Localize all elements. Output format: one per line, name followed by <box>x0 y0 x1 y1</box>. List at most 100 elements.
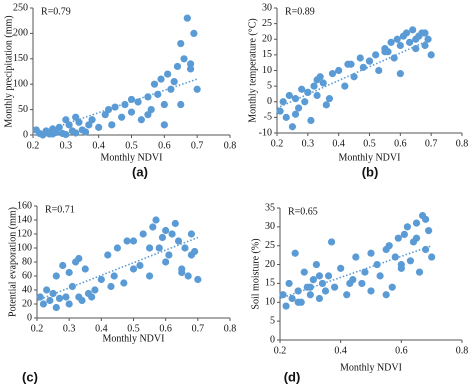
point <box>365 57 374 65</box>
point <box>123 237 131 245</box>
point <box>164 70 172 78</box>
point <box>422 215 430 223</box>
point <box>118 113 126 121</box>
point <box>415 268 424 276</box>
point <box>187 65 195 73</box>
point <box>177 100 185 109</box>
point <box>424 35 432 43</box>
point <box>144 111 152 119</box>
x-tick-label: 0.6 <box>395 345 408 356</box>
point <box>171 219 179 228</box>
point <box>421 29 429 37</box>
point <box>350 73 358 81</box>
point <box>346 279 354 288</box>
point <box>405 38 414 46</box>
x-tick-label: 0.3 <box>63 323 76 334</box>
point <box>68 282 76 291</box>
point <box>294 287 302 295</box>
point <box>291 95 300 103</box>
panel-label: (d) <box>284 369 301 384</box>
point <box>421 41 429 50</box>
point <box>412 219 421 227</box>
point <box>310 82 318 90</box>
point <box>425 227 433 235</box>
annotation: R=0.71 <box>45 204 75 215</box>
point <box>341 82 349 90</box>
point <box>145 244 154 252</box>
point <box>361 268 369 276</box>
trendline <box>36 236 199 302</box>
point <box>307 116 315 125</box>
point <box>111 103 119 111</box>
panel-label: (a) <box>132 164 148 179</box>
point <box>88 293 96 301</box>
point <box>276 107 284 115</box>
point <box>110 272 118 280</box>
x-axis-label: Monthly NDVI <box>340 362 402 373</box>
y-tick-label: 20 <box>22 298 32 309</box>
point <box>120 279 128 287</box>
point <box>81 265 89 273</box>
point <box>178 268 186 277</box>
point <box>279 291 287 299</box>
point <box>184 272 192 280</box>
point <box>36 293 44 301</box>
y-tick-label: 80 <box>22 256 32 267</box>
trendline <box>279 244 432 300</box>
y-tick-label: 15 <box>265 278 275 289</box>
point <box>337 264 345 272</box>
point <box>331 283 339 291</box>
point <box>301 98 309 106</box>
x-axis-label: Monthly NDVI <box>103 333 165 344</box>
point <box>162 258 170 266</box>
point <box>168 230 176 238</box>
point <box>104 106 113 114</box>
point <box>291 110 300 118</box>
x-tick-label: 0.5 <box>127 323 140 334</box>
x-tick-label: 0.4 <box>332 138 345 149</box>
x-tick-label: 0.2 <box>27 140 40 151</box>
trendline <box>276 38 432 109</box>
y-tick-label: 15 <box>262 49 272 60</box>
point <box>309 276 317 284</box>
point <box>136 261 144 270</box>
point <box>315 272 324 280</box>
x-tick-label: 0.8 <box>224 140 237 151</box>
panel-label: (c) <box>22 369 38 384</box>
point <box>382 291 390 299</box>
point <box>177 39 185 48</box>
point <box>187 60 195 68</box>
point <box>72 113 80 121</box>
point <box>144 93 152 101</box>
point <box>344 60 352 68</box>
point <box>394 234 402 242</box>
point <box>85 121 93 129</box>
point <box>187 230 195 238</box>
point <box>372 51 380 59</box>
point <box>325 95 334 103</box>
point <box>285 279 293 288</box>
point <box>62 130 70 139</box>
y-tick-label: 35 <box>265 202 275 213</box>
point <box>319 79 327 87</box>
point <box>359 63 367 71</box>
y-tick-label: -10 <box>259 127 272 138</box>
point <box>412 234 421 242</box>
x-tick-label: 0.2 <box>274 345 287 356</box>
point <box>49 130 57 138</box>
point <box>328 70 337 78</box>
point <box>288 294 296 303</box>
point <box>428 253 436 261</box>
point <box>62 116 70 124</box>
point <box>152 216 160 224</box>
x-tick-label: 0.7 <box>192 323 205 334</box>
point <box>181 244 189 252</box>
point <box>327 238 336 246</box>
y-tick-label: 100 <box>13 78 28 89</box>
point <box>352 253 360 261</box>
point <box>55 294 64 302</box>
y-tick-label: -5 <box>264 112 272 123</box>
point <box>282 302 290 310</box>
x-axis-label: Monthly NDVI <box>339 152 401 163</box>
x-axis-label: Monthly NDVI <box>101 152 163 163</box>
